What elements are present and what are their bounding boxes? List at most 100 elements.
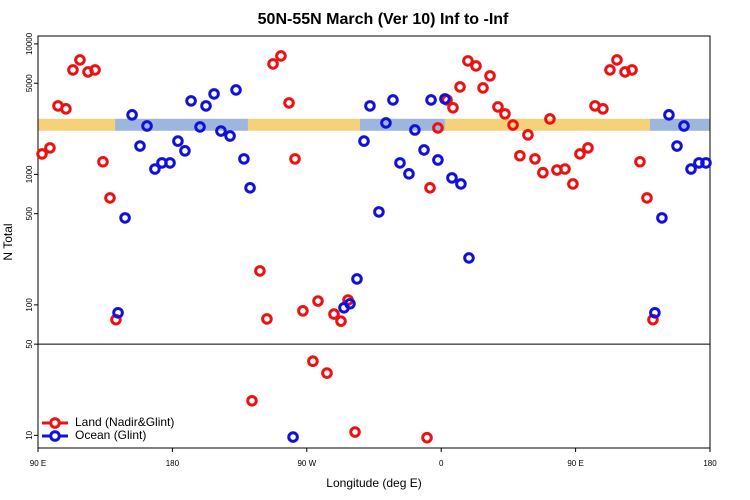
point (289, 153, 301, 165)
point (463, 252, 475, 264)
point (89, 64, 101, 76)
point (373, 206, 385, 218)
point (112, 306, 124, 319)
legend-label: Ocean (Glint) (75, 428, 146, 442)
point (254, 265, 266, 277)
point (200, 100, 212, 112)
point (287, 431, 299, 443)
point (454, 81, 466, 93)
point (403, 168, 415, 180)
point (387, 94, 399, 106)
point (246, 395, 258, 407)
density-band (359, 118, 445, 131)
point (409, 124, 421, 136)
x-tick-label: 0 (439, 459, 444, 468)
point (544, 113, 556, 125)
point (119, 212, 131, 224)
point (418, 144, 430, 156)
point (67, 64, 79, 76)
legend-label: Land (Nadir&Glint) (75, 415, 174, 429)
point (432, 122, 444, 134)
point (275, 50, 287, 62)
y-tick-label: 100 (25, 298, 34, 312)
x-tick-label: 180 (703, 459, 717, 468)
point (447, 101, 459, 114)
point (364, 100, 376, 112)
chart-title: 50N-55N March (Ver 10) Inf to -Inf (258, 11, 509, 28)
point (700, 157, 712, 169)
y-tick-label: 5000 (25, 74, 34, 92)
point (283, 97, 295, 109)
point (134, 140, 146, 152)
y-tick-label: 500 (25, 206, 34, 220)
point (141, 120, 153, 132)
point (261, 313, 273, 325)
point (685, 163, 697, 175)
point (597, 103, 609, 115)
point (44, 142, 56, 154)
point (230, 84, 242, 96)
point (358, 135, 370, 147)
y-tick-label: 50 (25, 339, 34, 348)
x-axis-label: Longitude (deg E) (326, 476, 421, 490)
legend-marker (49, 417, 61, 429)
point (484, 70, 496, 82)
point (425, 94, 437, 106)
point (604, 64, 616, 76)
point (244, 182, 256, 194)
point (297, 305, 309, 317)
point (321, 367, 333, 379)
point (238, 153, 250, 165)
point (60, 103, 72, 115)
point (149, 163, 161, 175)
density-band (115, 118, 248, 131)
point (462, 55, 474, 67)
point (582, 142, 594, 154)
point (656, 212, 668, 224)
point (514, 149, 526, 162)
point (312, 295, 324, 307)
point (626, 64, 638, 76)
point (215, 125, 227, 137)
point (351, 273, 363, 285)
point (104, 192, 116, 204)
point (185, 95, 197, 107)
density-band (247, 118, 360, 131)
point (567, 178, 579, 190)
x-tick-label: 90 E (30, 459, 46, 468)
point (164, 157, 176, 169)
point (424, 182, 436, 194)
point (36, 148, 48, 160)
point (649, 306, 661, 319)
point (307, 355, 319, 368)
point (267, 58, 279, 70)
x-tick-label: 180 (166, 459, 180, 468)
point (477, 82, 489, 94)
y-axis-label: N Total (1, 223, 15, 260)
point (344, 297, 356, 310)
point (693, 157, 705, 169)
point (507, 119, 519, 131)
point (179, 145, 191, 157)
point (97, 155, 109, 168)
point (671, 140, 683, 152)
point (380, 117, 392, 129)
point (394, 157, 406, 169)
point (499, 108, 511, 120)
point (634, 155, 646, 168)
y-tick-label: 10 (25, 430, 34, 439)
point (439, 93, 451, 105)
point (537, 166, 549, 179)
plot-frame (37, 35, 711, 449)
point (126, 109, 138, 121)
point (208, 88, 220, 100)
point (432, 154, 444, 166)
density-band (38, 118, 116, 131)
point (641, 192, 653, 204)
density-band (444, 118, 650, 131)
y-tick-label: 10000 (25, 32, 34, 55)
x-tick-label: 90 E (567, 459, 583, 468)
point (328, 308, 340, 320)
